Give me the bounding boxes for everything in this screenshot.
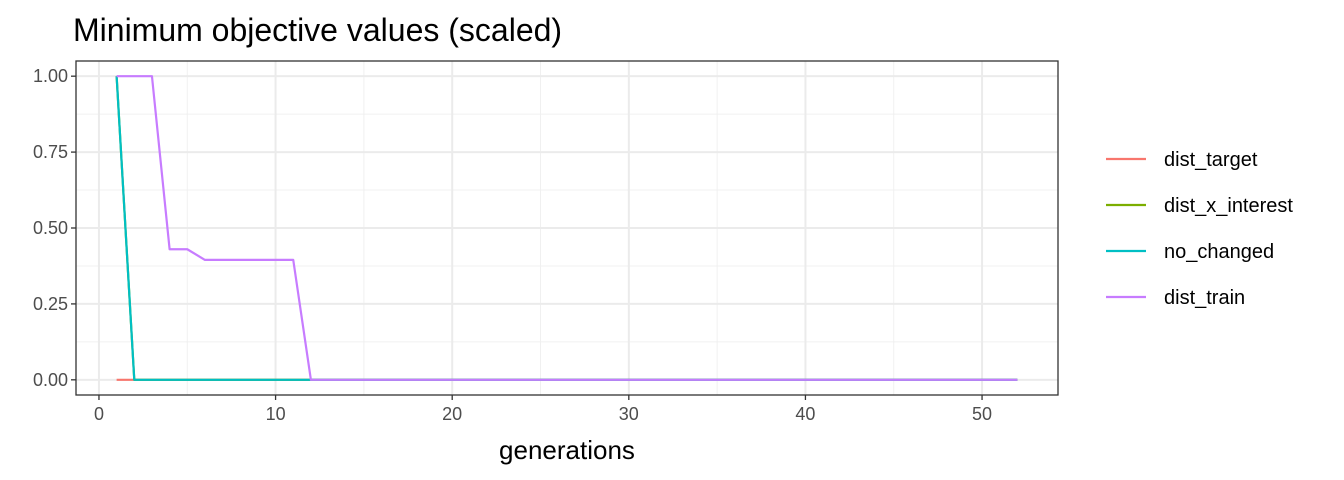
x-axis: 0 10 20 30 40 50 xyxy=(94,395,992,424)
grid-major xyxy=(76,61,1058,395)
y-tick-label: 0.25 xyxy=(33,294,68,314)
x-tick-label: 0 xyxy=(94,404,104,424)
legend: dist_target dist_x_interest no_changeddist… xyxy=(1106,149,1293,309)
y-tick-label: 0.75 xyxy=(33,142,68,162)
y-tick-label: 0.00 xyxy=(33,370,68,390)
series-lines xyxy=(115,75,1018,381)
x-tick-label: 40 xyxy=(795,404,815,424)
y-axis: 0.00 0.25 0.50 0.75 1.00 xyxy=(33,66,76,390)
legend-label-dist-x-interest: dist_x_interest xyxy=(1164,195,1293,217)
y-tick-label: 1.00 xyxy=(33,66,68,86)
x-tick-label: 10 xyxy=(266,404,286,424)
x-axis-title: generations xyxy=(499,435,635,465)
x-tick-label: 50 xyxy=(972,404,992,424)
series-line-dist-train xyxy=(116,75,1018,381)
y-tick-label: 0.50 xyxy=(33,218,68,238)
legend-label-dist-target: dist_target xyxy=(1164,149,1258,171)
x-tick-label: 20 xyxy=(442,404,462,424)
x-tick-label: 30 xyxy=(619,404,639,424)
legend-label-no-changed: no_changed xyxy=(1164,241,1274,263)
legend-label-dist-train: dist_train xyxy=(1164,287,1245,309)
chart-title: Minimum objective values (scaled) xyxy=(73,12,562,48)
